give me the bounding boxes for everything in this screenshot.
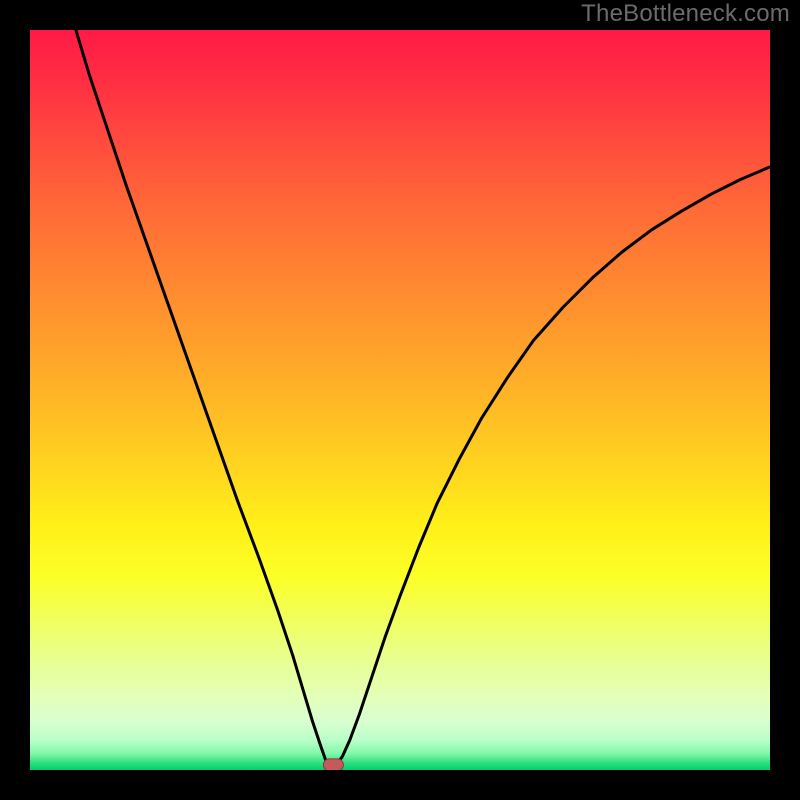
chart-stage: TheBottleneck.com (0, 0, 800, 800)
watermark-text: TheBottleneck.com (581, 0, 790, 28)
marker-lozenge (323, 759, 343, 770)
plot-frame (30, 30, 770, 770)
minimum-marker (30, 30, 770, 770)
plot-area (30, 30, 770, 770)
